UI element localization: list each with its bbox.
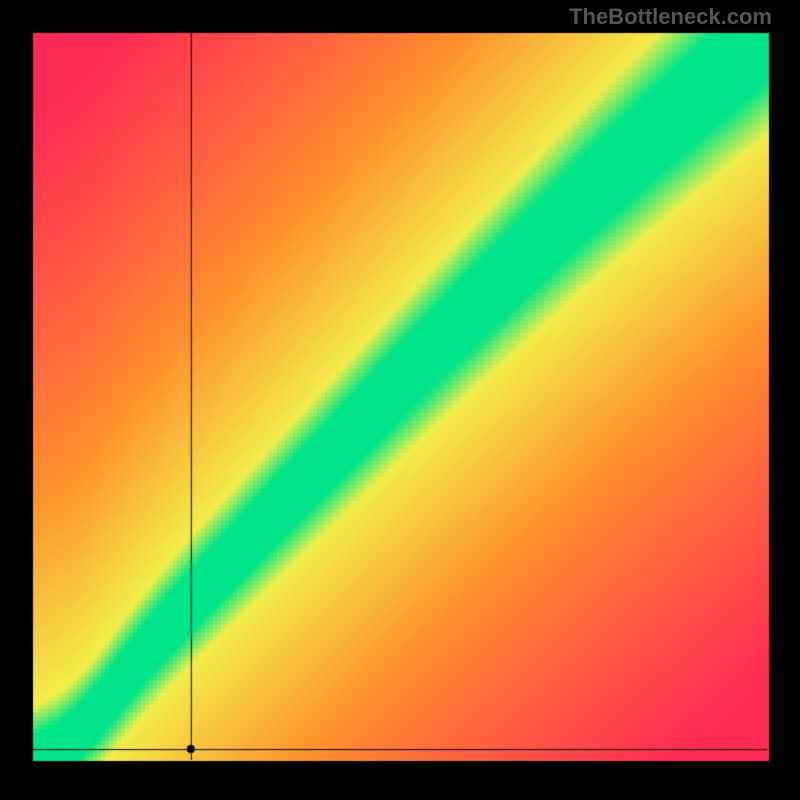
bottleneck-heatmap	[0, 0, 800, 800]
watermark-text: TheBottleneck.com	[569, 4, 772, 30]
chart-container: TheBottleneck.com	[0, 0, 800, 800]
